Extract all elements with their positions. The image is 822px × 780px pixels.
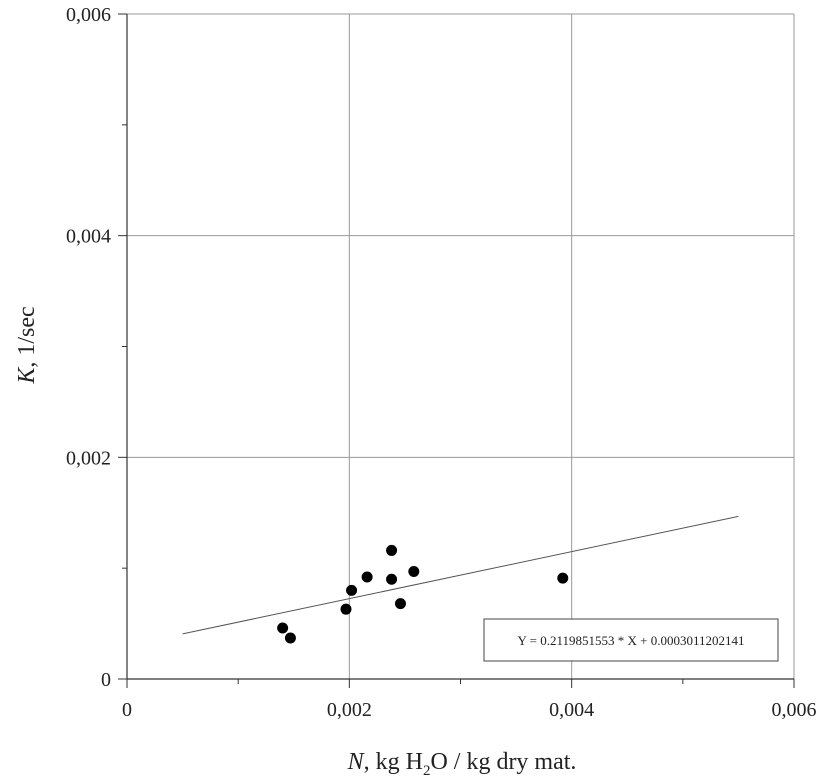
data-point — [277, 622, 289, 634]
regression-line-group — [182, 515, 739, 635]
data-point — [346, 584, 358, 596]
data-point — [284, 632, 296, 644]
x-tick-label: 0,004 — [549, 699, 594, 721]
y-tick-label: 0 — [101, 669, 111, 691]
tick-labels: 0 0,002 0,004 0,006 0 0,002 0,004 0,006 — [66, 4, 817, 721]
data-point — [340, 603, 352, 615]
data-point — [386, 544, 398, 556]
x-tick-label: 0 — [122, 699, 132, 721]
y-tick-label: 0,006 — [66, 4, 111, 26]
x-tick-label: 0,002 — [327, 699, 372, 721]
data-point — [361, 571, 373, 583]
data-point — [408, 565, 420, 577]
y-axis-title: K, 1/sec — [14, 306, 40, 384]
grid-lines — [127, 13, 795, 679]
x-tick-label: 0,006 — [772, 699, 817, 721]
axes — [118, 13, 795, 688]
equation-text: Y = 0.2119851553 * X + 0.0003011202141 — [518, 633, 745, 648]
equation-box: Y = 0.2119851553 * X + 0.0003011202141 — [483, 618, 779, 662]
y-tick-label: 0,004 — [66, 226, 111, 248]
x-axis-title: N, kg H2O / kg dry mat. — [347, 749, 577, 779]
data-points — [277, 544, 569, 644]
data-point — [394, 598, 406, 610]
regression-line — [182, 515, 739, 635]
y-tick-label: 0,002 — [66, 447, 111, 469]
data-point — [386, 573, 398, 585]
data-point — [557, 572, 569, 584]
